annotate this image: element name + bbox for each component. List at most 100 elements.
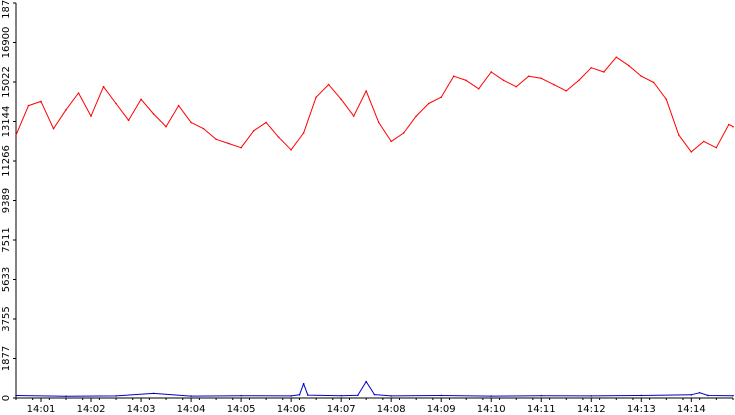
series-0-point <box>115 102 117 105</box>
y-tick-label: 1877 <box>1 346 12 371</box>
series-0-point <box>602 71 605 73</box>
series-0-point <box>352 115 355 117</box>
x-tick-label: 14:12 <box>577 404 606 415</box>
x-tick-label: 14:13 <box>627 404 656 415</box>
x-tick-label: 14:08 <box>377 404 406 415</box>
series-1-point <box>302 382 305 385</box>
series-0-point <box>665 98 668 101</box>
series-1-point <box>390 395 392 397</box>
y-axis: 0 1877 3755 5633 7511 9389 11266 13144 15022 1690… <box>1 0 17 401</box>
series-0-point <box>640 75 643 77</box>
series-0-point <box>302 132 305 134</box>
series-0-point <box>202 127 205 130</box>
series-0-point <box>290 148 292 151</box>
series-0-point <box>527 75 530 77</box>
series-1-point <box>357 394 359 397</box>
y-tick-label: 5633 <box>1 267 12 292</box>
series-0-point <box>390 140 392 143</box>
series-0-point <box>402 132 405 134</box>
series-line-0 <box>15 56 734 153</box>
series-1-point <box>440 394 442 397</box>
series-layer <box>15 56 734 398</box>
x-tick-label: 14:01 <box>27 404 56 415</box>
series-0-point <box>465 79 468 82</box>
series-0-point <box>690 151 693 153</box>
y-tick-label: 11266 <box>1 145 12 177</box>
series-0-point <box>452 75 455 77</box>
series-0-point <box>540 77 543 80</box>
series-0-point <box>377 121 380 124</box>
series-0-point <box>732 125 734 128</box>
series-0-point <box>15 134 17 136</box>
series-1-point <box>340 394 342 397</box>
series-0-point <box>190 121 192 124</box>
series-0-point <box>627 64 630 67</box>
series-0-point <box>590 66 593 69</box>
x-tick-label: 14:11 <box>527 404 556 415</box>
series-1-point <box>373 393 376 396</box>
series-0-point <box>140 98 142 101</box>
x-tick-label: 14:10 <box>477 404 506 415</box>
series-0-point <box>427 102 430 105</box>
y-tick-label: 7511 <box>1 227 12 252</box>
series-1-point <box>640 394 643 397</box>
y-tick-label: 16900 <box>1 27 12 59</box>
series-0-point <box>365 90 367 92</box>
series-0-point <box>340 98 342 101</box>
series-1-point <box>540 394 543 397</box>
series-0-point <box>40 100 42 103</box>
series-1-point <box>490 395 493 397</box>
series-1-point <box>732 394 734 397</box>
series-0-point <box>477 87 480 90</box>
y-tick-label: 3755 <box>1 306 12 331</box>
y-tick-label: 9389 <box>1 188 12 213</box>
series-1-point <box>698 391 701 394</box>
series-1-point <box>707 394 709 397</box>
series-0-point <box>490 71 493 73</box>
series-0-point <box>165 125 167 128</box>
series-0-point <box>678 134 680 136</box>
series-0-point <box>215 138 217 141</box>
x-tick-label: 14:04 <box>177 404 206 415</box>
x-tick-label: 14:09 <box>427 404 456 415</box>
series-0-point <box>227 142 230 145</box>
x-tick-label: 14:02 <box>77 404 106 415</box>
series-0-point <box>652 81 655 84</box>
series-0-point <box>440 96 442 98</box>
y-tick-label: 13144 <box>1 106 12 138</box>
x-axis: 14:01 14:02 14:03 14:04 14:05 14:06 14:07 14:08… <box>15 397 734 415</box>
series-0-point <box>415 115 417 117</box>
series-0-point <box>102 85 105 88</box>
x-tick-label: 14:07 <box>327 404 356 415</box>
series-0-point <box>277 136 280 138</box>
series-0-point <box>615 56 618 59</box>
series-0-point <box>715 146 718 149</box>
series-0-point <box>265 121 267 124</box>
series-1-point <box>298 394 301 396</box>
series-0-point <box>577 79 580 82</box>
series-0-point <box>177 104 180 107</box>
series-0-point <box>728 123 730 126</box>
x-tick-label: 14:14 <box>677 404 706 415</box>
series-0-point <box>515 85 518 88</box>
series-0-point <box>502 79 505 82</box>
y-tick-label: 15022 <box>1 66 12 98</box>
series-0-point <box>77 92 80 94</box>
series-0-point <box>327 83 330 86</box>
series-1-point <box>15 394 17 397</box>
x-tick-label: 14:03 <box>127 404 156 415</box>
series-1-point <box>365 380 367 383</box>
x-tick-label: 14:06 <box>277 404 306 415</box>
series-0-point <box>565 90 568 92</box>
series-0-point <box>90 115 92 117</box>
series-0-point <box>315 96 317 98</box>
series-0-point <box>52 127 55 130</box>
series-1-point <box>240 394 242 397</box>
series-1-point <box>290 395 292 397</box>
series-1-point <box>190 395 192 397</box>
series-0-point <box>240 146 242 149</box>
series-1-point <box>115 395 117 397</box>
series-1-point <box>307 394 309 396</box>
series-0-point <box>552 83 555 86</box>
series-0-point <box>127 119 130 122</box>
